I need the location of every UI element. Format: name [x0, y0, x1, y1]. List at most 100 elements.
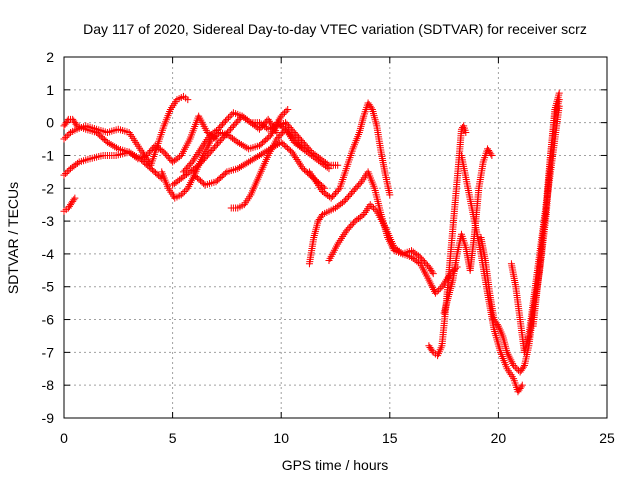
data-point	[246, 157, 254, 165]
x-tick-label: 20	[491, 430, 507, 446]
data-point	[111, 143, 119, 151]
data-point	[327, 194, 335, 202]
data-point	[125, 148, 133, 156]
data-point	[414, 252, 422, 260]
data-point	[347, 222, 355, 230]
data-point	[181, 166, 189, 174]
data-point	[241, 143, 249, 151]
data-point	[488, 151, 496, 159]
data-point	[65, 166, 73, 174]
data-point	[353, 183, 361, 191]
data-point	[418, 255, 426, 263]
data-point	[202, 153, 210, 161]
series-arc-3	[60, 115, 166, 182]
data-point	[286, 124, 294, 132]
data-point	[211, 143, 219, 151]
data-point	[330, 191, 338, 199]
y-tick-label: -8	[42, 377, 55, 393]
data-point	[290, 152, 298, 160]
data-point	[213, 140, 221, 148]
series-arc-19	[529, 96, 563, 330]
data-point	[222, 130, 230, 138]
y-tick-label: 2	[46, 49, 54, 65]
data-point	[105, 139, 113, 147]
data-point	[295, 159, 303, 167]
data-point	[231, 120, 239, 128]
data-point	[223, 115, 231, 123]
data-point	[370, 204, 378, 212]
data-point	[158, 147, 166, 155]
data-point	[255, 151, 263, 159]
data-point	[147, 147, 155, 155]
data-point	[367, 104, 375, 112]
data-point	[198, 158, 206, 166]
data-point	[182, 165, 190, 173]
data-point	[282, 119, 290, 127]
x-tick-label: 10	[273, 430, 289, 446]
data-point	[261, 148, 269, 156]
y-tick-label: -1	[42, 147, 55, 163]
x-tick-label: 5	[169, 430, 177, 446]
data-point	[224, 128, 232, 136]
data-point	[60, 135, 68, 143]
data-point	[234, 165, 242, 173]
data-point	[334, 161, 342, 169]
x-axis-label: GPS time / hours	[282, 457, 389, 473]
data-point	[143, 151, 151, 159]
data-point	[232, 119, 240, 127]
data-point	[289, 150, 297, 158]
data-point	[292, 137, 300, 145]
data-point	[274, 133, 282, 141]
data-point	[288, 148, 296, 156]
data-point	[435, 286, 443, 294]
data-point	[346, 191, 354, 199]
data-point	[216, 137, 224, 145]
data-point	[259, 149, 267, 157]
data-point	[436, 284, 444, 292]
data-point	[239, 161, 247, 169]
data-point	[214, 125, 222, 133]
data-point	[70, 196, 78, 204]
data-point	[282, 107, 290, 115]
series-arc-6	[169, 112, 281, 189]
data-point	[225, 127, 233, 135]
x-tick-label: 0	[60, 430, 68, 446]
data-point	[517, 383, 525, 391]
data-point	[236, 139, 244, 147]
data-point	[333, 188, 341, 196]
data-point	[284, 128, 292, 136]
data-point	[243, 159, 251, 167]
data-point	[232, 137, 240, 145]
data-point	[226, 112, 234, 120]
data-point	[349, 188, 357, 196]
data-point	[227, 125, 235, 133]
data-point	[283, 127, 291, 135]
data-point	[63, 168, 71, 176]
data-point	[371, 206, 379, 214]
data-point	[355, 181, 363, 189]
data-point	[221, 132, 229, 140]
data-point	[293, 138, 301, 146]
data-point	[352, 184, 360, 192]
data-point	[555, 89, 563, 97]
data-point	[63, 117, 71, 125]
data-point	[295, 140, 303, 148]
data-point	[234, 117, 242, 125]
data-point	[160, 148, 168, 156]
y-tick-label: -5	[42, 279, 55, 295]
data-point	[237, 162, 245, 170]
y-tick-label: 0	[46, 115, 54, 131]
data-point	[216, 124, 224, 132]
data-point	[112, 144, 120, 152]
data-point	[166, 155, 174, 163]
data-point	[342, 227, 350, 235]
data-point	[208, 147, 216, 155]
data-point	[274, 141, 282, 149]
data-point	[297, 161, 305, 169]
series-arc-10	[273, 119, 333, 173]
data-point	[109, 142, 117, 150]
data-point	[487, 150, 495, 158]
data-point	[129, 150, 137, 158]
data-point	[296, 142, 304, 150]
data-point	[350, 219, 358, 227]
